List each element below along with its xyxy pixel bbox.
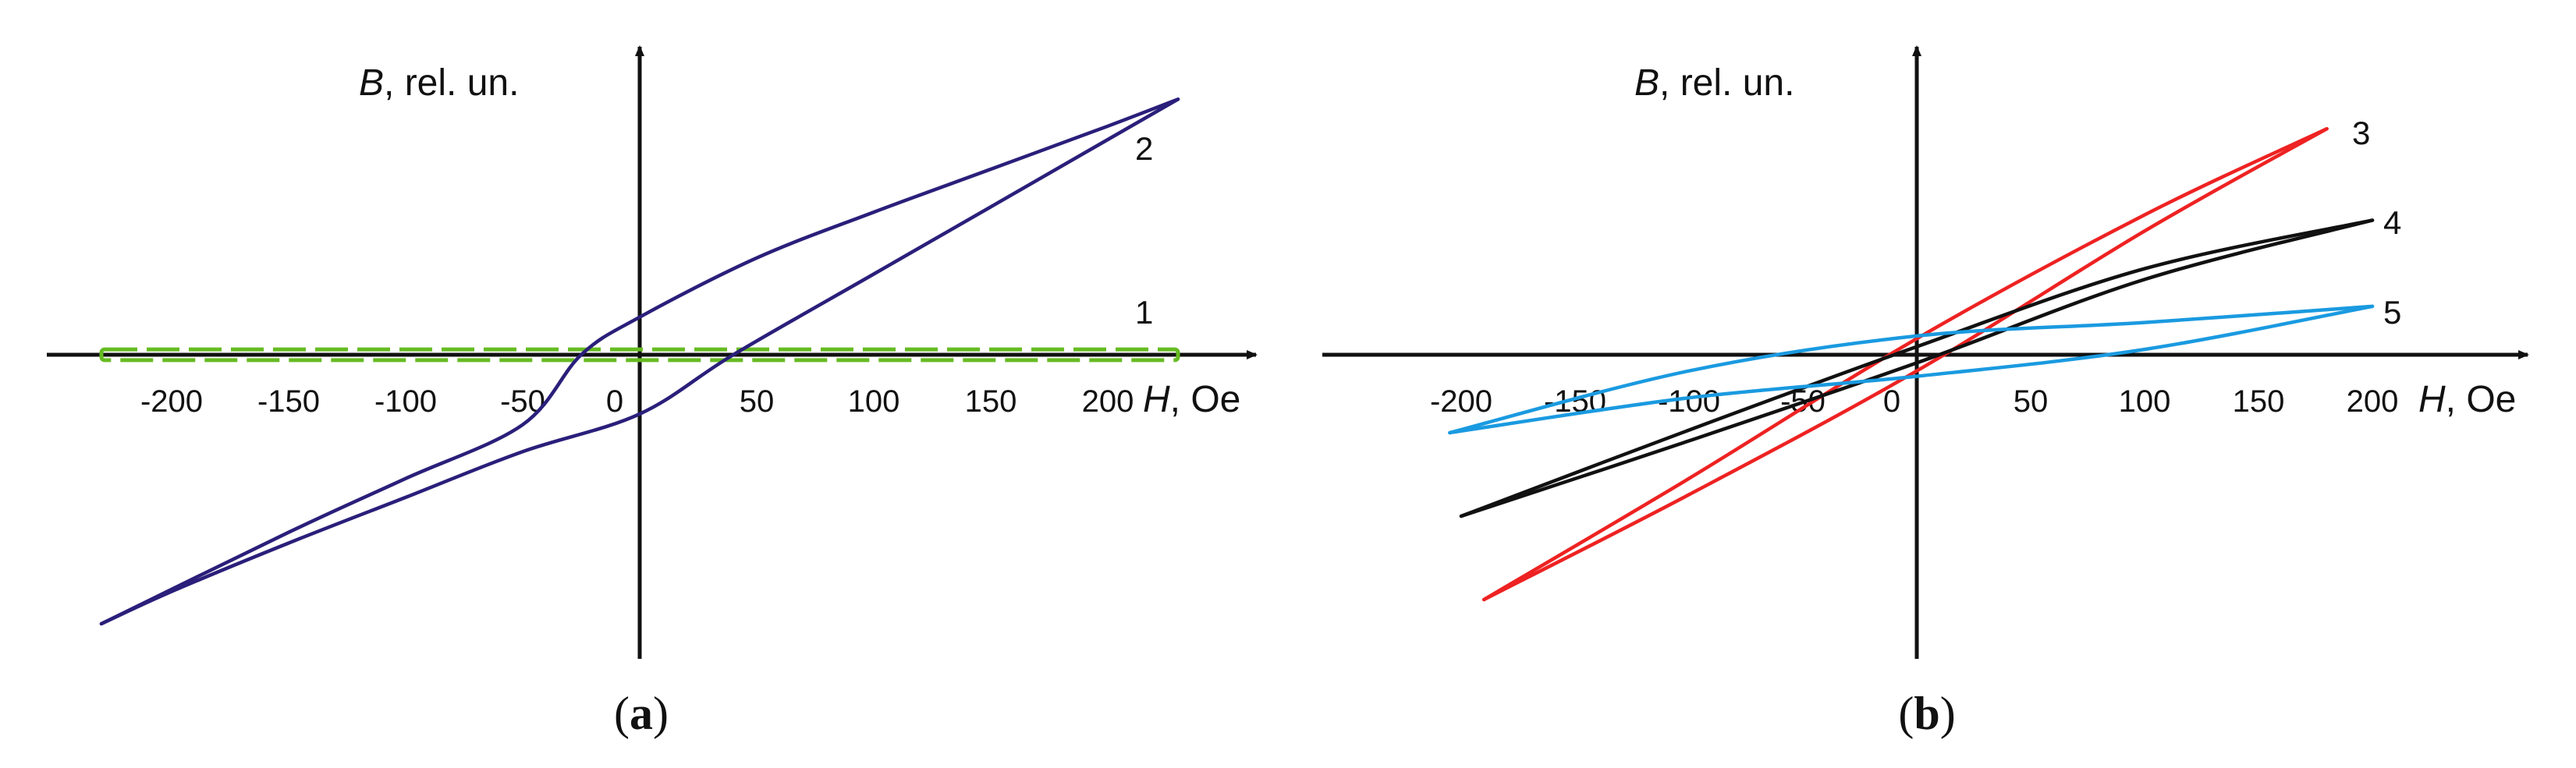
panel-b-label: (b) [1898,688,1955,739]
panel-b-x-tick-label: 150 [2233,384,2285,419]
panel-a-chart: -200 -150 -100 -50 0 50 100 150 200 B, rel. un. … [47,45,1258,739]
panel-b-x-tick-label: 50 [2014,384,2049,419]
loop-3-lower-branch [1481,126,2329,602]
loop-3-upper-branch [1481,126,2329,602]
panel-a-x-tick-label: -50 [500,384,545,419]
curve-label-4: 4 [2383,204,2401,241]
panel-a-x-tick-label: 100 [848,384,900,419]
loop-5-lower-branch [1448,304,2375,435]
panel-b-x-axis-title: H, Oe [2418,379,2516,420]
panel-b-x-tick-label: 200 [2347,384,2399,419]
loop-4-upper-branch [1459,218,2375,518]
loop-2-lower-branch [99,97,1180,626]
loop-1-curve [99,347,1180,363]
panel-a-x-tick-label: 50 [740,384,775,419]
panel-b-chart: -200 -150 -100 -50 0 50 100 150 200 B, rel. un. … [1322,45,2529,739]
panel-a-x-tick-label: 150 [965,384,1017,419]
curve-label-3: 3 [2352,115,2370,151]
panel-b-y-axis-title: B, rel. un. [1634,62,1794,104]
panel-a-x-axis-title: H, Oe [1143,379,1240,420]
panel-a-x-tick-label: -150 [257,384,320,419]
panel-a-x-tick-label: 0 [606,384,623,419]
loop-2-upper-branch [99,97,1180,626]
loop-4-lower-branch [1459,218,2375,518]
panel-b-curves [1448,126,2375,602]
panel-a-x-tick-label: -200 [140,384,203,419]
panel-a-curves [99,97,1180,626]
panel-a-label: (a) [614,688,669,739]
panel-b-x-tick-label: 100 [2119,384,2171,419]
panel-b-x-tick-label: 0 [1883,384,1900,419]
panel-b-x-tick-label: -200 [1430,384,1492,419]
panel-a-x-tick-label: 200 [1082,384,1134,419]
curve-label-2: 2 [1135,130,1153,167]
curve-label-5: 5 [2383,294,2401,331]
panel-a-y-axis-title: B, rel. un. [359,62,519,104]
panel-a-x-tick-label: -100 [374,384,437,419]
loop-5-upper-branch [1448,304,2375,435]
curve-label-1: 1 [1135,294,1153,331]
